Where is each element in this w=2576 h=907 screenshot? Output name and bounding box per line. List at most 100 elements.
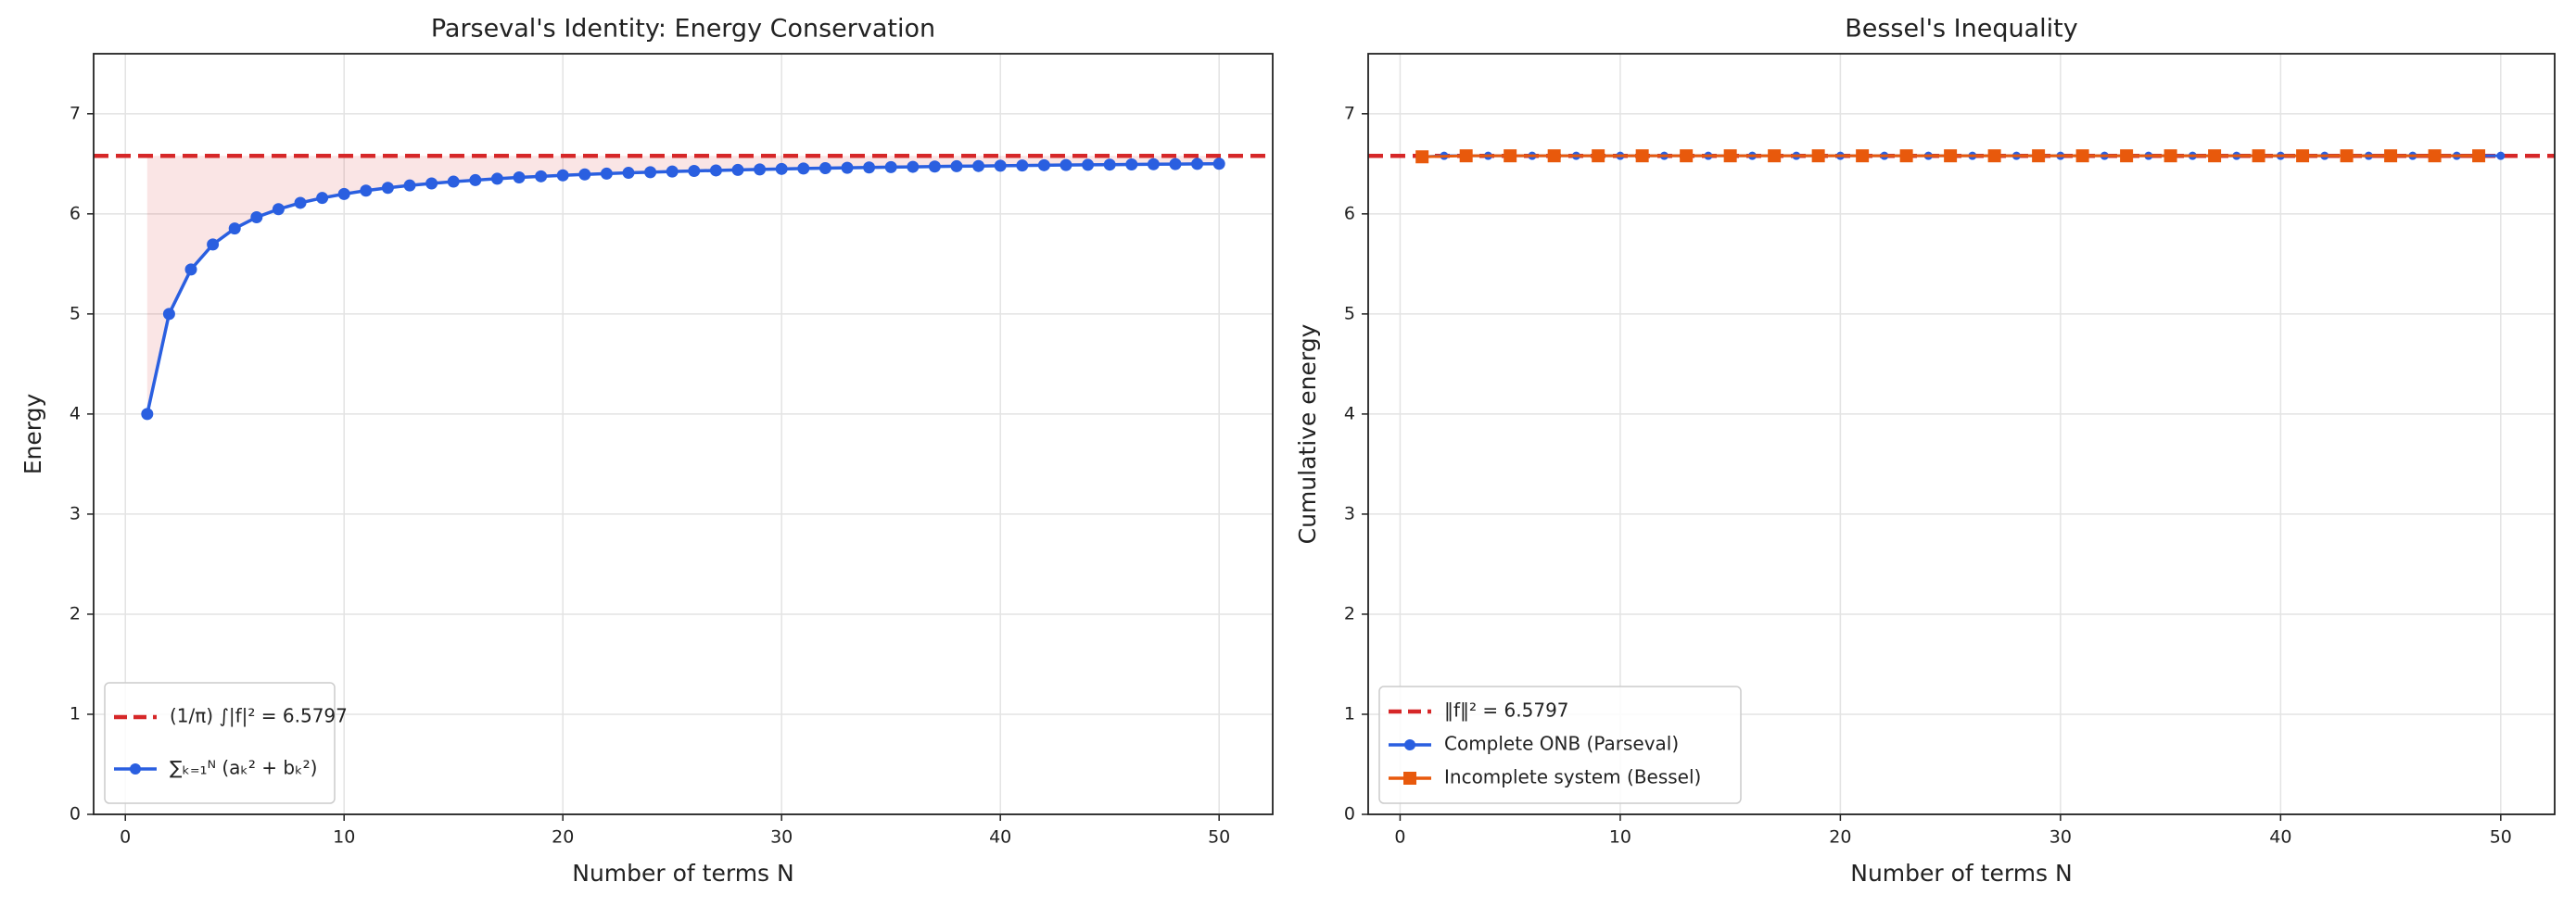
y-tick-label: 4 <box>70 403 81 423</box>
marker <box>1547 149 1561 163</box>
legend: ‖f‖² = 6.5797 Complete ONB (Parseval) Inco… <box>1378 686 1742 804</box>
marker <box>688 164 701 177</box>
marker <box>2496 151 2506 160</box>
marker <box>1147 157 1160 170</box>
marker <box>907 160 920 173</box>
y-tick-label: 2 <box>1344 603 1355 624</box>
y-tick-label: 1 <box>70 703 81 724</box>
marker <box>556 169 569 182</box>
marker <box>2075 149 2089 163</box>
marker <box>578 168 591 181</box>
y-tick-label: 2 <box>70 603 81 624</box>
marker <box>1082 158 1095 171</box>
marker <box>1811 149 1825 163</box>
x-tick-label: 40 <box>2269 827 2291 848</box>
legend-label: (1/π) ∫|f|² = 6.5797 <box>170 705 348 727</box>
marker <box>994 159 1007 172</box>
x-tick-label: 20 <box>1829 827 1851 848</box>
marker <box>141 408 154 421</box>
legend-label: Complete ONB (Parseval) <box>1444 733 1679 755</box>
marker <box>1987 149 2001 163</box>
fill-area <box>146 156 1220 414</box>
marker <box>863 161 876 174</box>
marker <box>1459 149 1473 163</box>
marker <box>1212 157 1225 170</box>
marker <box>184 263 197 276</box>
marker <box>1635 149 1649 163</box>
marker <box>1191 157 1204 170</box>
marker <box>1169 157 1182 170</box>
marker <box>818 161 831 174</box>
x-tick-label: 30 <box>770 827 793 848</box>
legend-box <box>104 682 336 804</box>
marker <box>1103 158 1116 171</box>
marker <box>294 196 307 209</box>
marker <box>841 161 854 174</box>
marker <box>228 222 241 235</box>
y-tick-label: 5 <box>70 303 81 323</box>
marker <box>2340 149 2354 163</box>
legend-box <box>1378 686 1742 804</box>
x-tick-label: 40 <box>989 827 1011 848</box>
x-tick-label: 10 <box>333 827 355 848</box>
y-tick-label: 7 <box>70 103 81 123</box>
legend: (1/π) ∫|f|² = 6.5797 ∑ₖ₌₁ᴺ (aₖ² + bₖ²) <box>104 682 348 804</box>
y-tick-label: 0 <box>70 804 81 825</box>
marker <box>162 308 175 321</box>
y-tick-label: 0 <box>1344 804 1355 825</box>
marker <box>447 175 460 188</box>
x-tick-label: 0 <box>1394 827 1405 848</box>
marker <box>2296 149 2310 163</box>
legend-marker <box>1404 739 1415 750</box>
marker <box>272 203 285 216</box>
x-tick-label: 20 <box>552 827 574 848</box>
marker <box>754 163 767 176</box>
marker <box>207 238 220 251</box>
x-tick-label: 30 <box>2049 827 2072 848</box>
marker <box>469 173 482 186</box>
marker <box>250 211 263 224</box>
marker <box>1899 149 1913 163</box>
y-axis-label: Cumulative energy <box>1294 323 1321 544</box>
marker <box>1592 149 1605 163</box>
marker <box>1060 158 1072 171</box>
marker <box>425 177 438 190</box>
x-tick-label: 0 <box>120 827 131 848</box>
marker <box>1944 149 1958 163</box>
marker <box>403 179 416 192</box>
marker <box>381 182 394 195</box>
x-tick-label: 10 <box>1609 827 1631 848</box>
marker <box>928 160 941 173</box>
marker <box>666 165 679 178</box>
marker <box>1125 157 1138 170</box>
marker <box>1016 159 1029 172</box>
marker <box>2252 149 2265 163</box>
marker <box>1415 150 1429 164</box>
marker <box>1856 149 1870 163</box>
y-axis-label: Energy <box>19 394 46 475</box>
marker <box>1680 149 1694 163</box>
x-tick-label: 50 <box>2490 827 2512 848</box>
chart-title: Parseval's Identity: Energy Conservation <box>431 15 935 44</box>
legend-label: Incomplete system (Bessel) <box>1444 766 1701 788</box>
marker <box>2428 149 2442 163</box>
legend-label: ∑ₖ₌₁ᴺ (aₖ² + bₖ²) <box>170 757 317 779</box>
axes-frame <box>93 53 1274 815</box>
marker <box>972 159 985 172</box>
marker <box>709 164 722 177</box>
y-tick-label: 3 <box>1344 503 1355 523</box>
marker <box>2120 149 2134 163</box>
marker <box>950 159 963 172</box>
marker <box>622 167 635 180</box>
marker <box>316 192 329 205</box>
marker <box>731 163 744 176</box>
y-tick-label: 1 <box>1344 703 1355 724</box>
x-tick-label: 50 <box>1208 827 1230 848</box>
x-axis-label: Number of terms N <box>572 860 793 887</box>
chart-title: Bessel's Inequality <box>1845 15 2078 44</box>
y-tick-label: 5 <box>1344 303 1355 323</box>
marker <box>513 171 526 184</box>
marker <box>360 184 373 197</box>
marker <box>2032 149 2046 163</box>
